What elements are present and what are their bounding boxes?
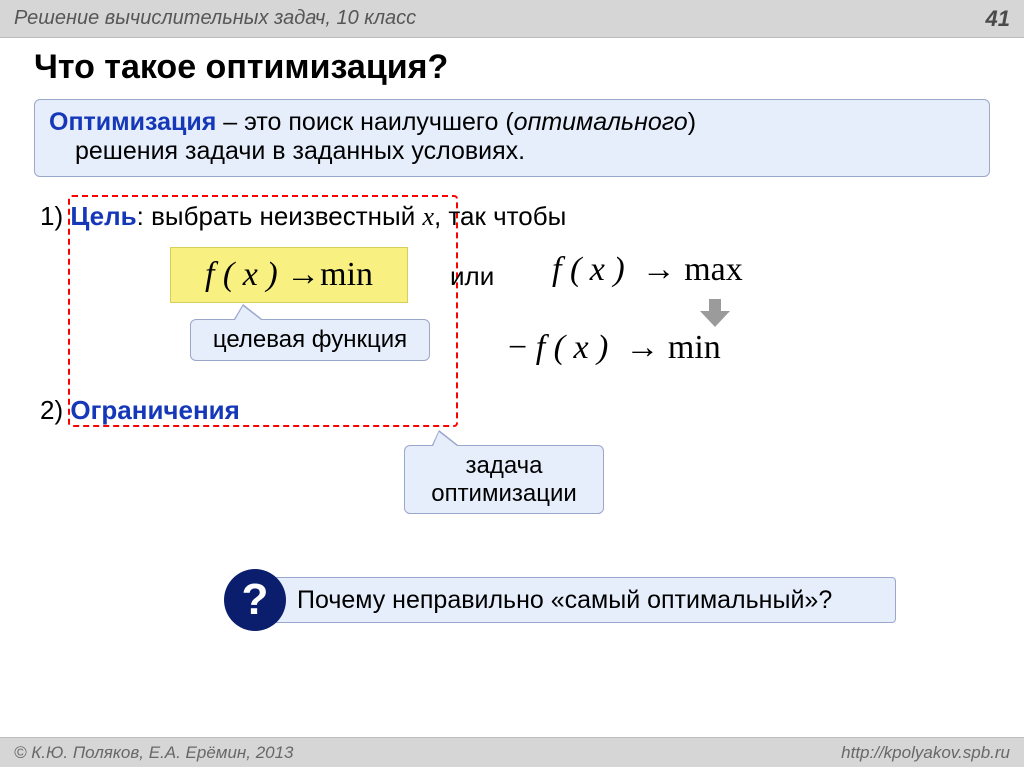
fx-min-target: min (320, 256, 373, 294)
item1-var: x (422, 202, 434, 231)
definition-em: оптимального (514, 108, 688, 136)
header-bar: Решение вычислительных задач, 10 класс 4… (0, 0, 1024, 38)
neg-arrow: → (625, 329, 659, 366)
callout1-text: целевая функция (213, 326, 407, 353)
header-title: Решение вычислительных задач, 10 класс (14, 7, 416, 30)
item1-rest: : выбрать неизвестный (137, 201, 423, 231)
callout-optimization-task: задача оптимизации (404, 445, 604, 514)
neg-fx: f ( x ) (536, 329, 617, 366)
list-item-1: 1) Цель: выбрать неизвестный x, так чтоб… (40, 201, 566, 232)
callout2-line1: задача (419, 452, 589, 480)
slide-title: Что такое оптимизация? (0, 38, 1024, 95)
formula-max: f ( x ) → max (552, 251, 743, 289)
fx-max-arrow: → (642, 251, 676, 288)
item1-rest2: , так чтобы (434, 201, 566, 231)
question-text: Почему неправильно «самый оптимальный»? (297, 586, 832, 615)
callout2-line2: оптимизации (419, 480, 589, 508)
neg-target: min (659, 329, 720, 366)
content-area: 1) Цель: выбрать неизвестный x, так чтоб… (0, 177, 1024, 697)
question-mark-icon: ? (224, 569, 286, 631)
definition-box: Оптимизация – это поиск наилучшего (опти… (34, 99, 990, 177)
question-row: ? Почему неправильно «самый оптимальный»… (224, 569, 896, 631)
or-label: или (450, 261, 494, 292)
formula-neg-min: − f ( x ) → min (508, 329, 721, 367)
definition-rest2: ) (688, 108, 696, 136)
definition-line2: решения задачи в заданных условиях. (49, 137, 975, 166)
fx-min-fx: f ( x ) (205, 256, 278, 294)
page-number: 41 (986, 6, 1010, 32)
neg-sign: − (508, 329, 536, 366)
footer-url: http://kpolyakov.spb.ru (841, 743, 1010, 763)
question-bar: Почему неправильно «самый оптимальный»? (256, 577, 896, 623)
item2-keyword: Ограничения (70, 395, 240, 425)
fx-max-fx: f ( x ) (552, 251, 633, 288)
down-arrow-icon (700, 299, 730, 327)
footer-copyright: © К.Ю. Поляков, Е.А. Ерёмин, 2013 (14, 743, 294, 763)
fx-max-target: max (676, 251, 743, 288)
definition-rest1: – это поиск наилучшего ( (216, 108, 513, 136)
definition-line1: Оптимизация – это поиск наилучшего (опти… (49, 108, 975, 137)
item1-keyword: Цель (70, 201, 136, 231)
formula-min-highlight: f ( x ) → min (170, 247, 408, 303)
item1-num: 1) (40, 201, 70, 231)
callout-objective-function: целевая функция (190, 319, 430, 361)
definition-term: Оптимизация (49, 108, 216, 136)
list-item-2: 2) Ограничения (40, 395, 240, 426)
fx-min-arrow: → (286, 256, 320, 294)
footer-bar: © К.Ю. Поляков, Е.А. Ерёмин, 2013 http:/… (0, 737, 1024, 767)
item2-num: 2) (40, 395, 70, 425)
